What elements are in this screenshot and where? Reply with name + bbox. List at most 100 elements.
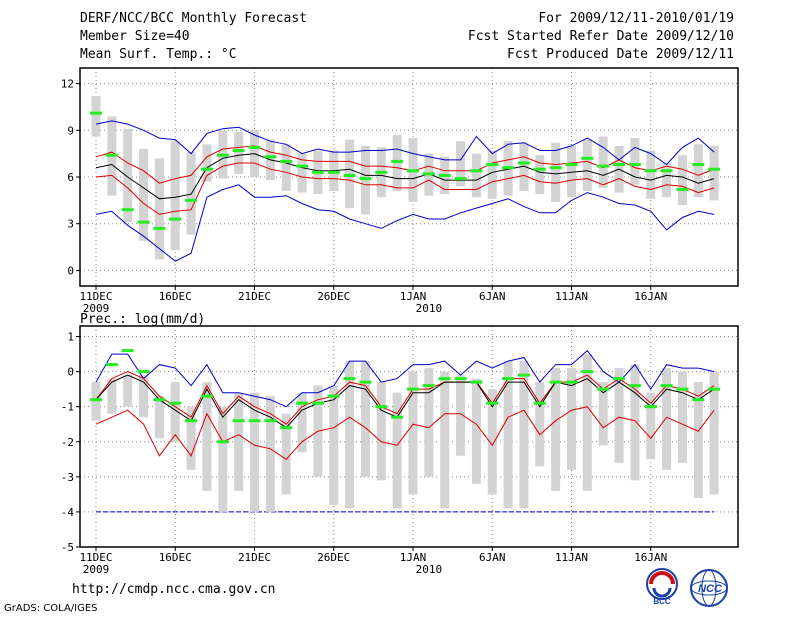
x-year-label: 2009: [83, 302, 110, 315]
ncc-logo: NCC: [686, 568, 732, 612]
ensemble-box: [487, 150, 497, 199]
ensemble-box: [329, 385, 339, 505]
observed-marker: [327, 170, 340, 174]
upper-spread-line: [95, 145, 715, 184]
ensemble-box: [123, 375, 133, 407]
ensemble-box: [360, 145, 370, 215]
observed-marker: [628, 384, 641, 388]
ensemble-box: [693, 144, 703, 198]
forecast-period: For 2009/12/11-2010/01/19: [538, 11, 734, 26]
observed-marker: [327, 394, 340, 398]
x-tick-label: 16JAN: [634, 551, 667, 564]
observed-marker: [628, 163, 641, 167]
bcc-logo: BCC: [642, 566, 682, 610]
ensemble-box: [551, 142, 561, 202]
observed-marker: [264, 155, 277, 159]
observed-marker: [296, 164, 309, 168]
observed-marker: [248, 145, 261, 149]
observed-marker: [549, 166, 562, 170]
ensemble-box: [170, 141, 180, 251]
observed-marker: [613, 163, 626, 167]
x-tick-label: 16JAN: [634, 290, 667, 303]
observed-marker: [137, 220, 150, 224]
y-tick-label: 6: [67, 171, 74, 184]
observed-marker: [121, 208, 134, 212]
ensemble-box: [519, 361, 529, 509]
observed-marker: [660, 384, 673, 388]
observed-marker: [407, 169, 419, 173]
ensemble-box: [503, 361, 513, 509]
observed-marker: [438, 173, 451, 177]
grads-credit: GrADS: COLA/IGES: [4, 603, 98, 614]
observed-marker: [90, 398, 102, 402]
y-tick-label: -2: [61, 436, 74, 449]
y-tick-label: -4: [61, 506, 75, 519]
ensemble-box: [677, 371, 687, 463]
ensemble-box: [582, 139, 592, 192]
precipitation-panel: -5 -4 -3 -2 -1 0 1 11DEC 16DEC 21DEC 26DEC 1JAN 6JAN…: [61, 325, 739, 576]
plot-frame: [79, 325, 739, 548]
x-tick-label: 16DEC: [159, 551, 192, 564]
x-tick-label: 11DEC: [79, 551, 112, 564]
observed-marker: [407, 387, 419, 391]
x-tick-label: 11JAN: [555, 290, 588, 303]
ensemble-box: [107, 378, 117, 414]
ensemble-box: [345, 139, 355, 209]
observed-marker: [375, 405, 388, 409]
observed-marker: [359, 380, 372, 384]
observed-marker: [644, 405, 657, 409]
y-tick-label: -5: [61, 541, 74, 554]
observed-marker: [264, 419, 277, 423]
x-tick-label: 26DEC: [317, 290, 350, 303]
ensemble-box: [139, 148, 149, 241]
observed-marker: [105, 363, 118, 367]
max-envelope-line: [95, 120, 715, 166]
max-envelope-line: [95, 349, 715, 408]
ensemble-box: [646, 150, 656, 199]
ensemble-box: [440, 371, 450, 509]
y-tick-label: -3: [61, 471, 74, 484]
x-tick-label: 1JAN: [400, 551, 427, 564]
ensemble-box: [662, 162, 672, 198]
observed-marker: [533, 167, 546, 171]
observed-marker: [153, 226, 166, 230]
observed-marker: [121, 349, 134, 353]
ensemble-box: [408, 371, 418, 495]
ensemble-box: [392, 392, 402, 509]
observed-marker: [454, 377, 467, 381]
precip-panel-title: Prec.: log(mm/d): [80, 312, 205, 327]
x-tick-label: 6JAN: [479, 290, 506, 303]
observed-marker: [185, 198, 198, 202]
ensemble-box: [392, 134, 402, 192]
x-tick-label: 21DEC: [238, 551, 271, 564]
observed-marker: [486, 163, 499, 167]
x-tick-label: 1JAN: [400, 290, 427, 303]
source-url[interactable]: http://cmdp.ncc.cma.gov.cn: [72, 582, 276, 597]
x-year-label: 2010: [416, 302, 443, 315]
ensemble-box: [250, 392, 259, 512]
observed-marker: [296, 401, 309, 405]
ensemble-box: [376, 382, 386, 481]
observed-marker: [137, 370, 150, 374]
lower-spread-line: [95, 162, 715, 215]
ensemble-box: [123, 128, 133, 223]
observed-marker: [375, 170, 388, 174]
ensemble-box: [234, 392, 244, 491]
ensemble-box: [598, 382, 608, 446]
ensemble-box: [693, 382, 703, 498]
ensemble-box: [582, 354, 592, 491]
x-tick-label: 11DEC: [79, 290, 112, 303]
observed-marker: [391, 159, 404, 163]
forecast-start-date: Fcst Started Refer Date 2009/12/10: [467, 29, 734, 44]
ensemble-box: [297, 392, 307, 453]
observed-marker: [200, 167, 213, 171]
ensemble-box: [202, 382, 212, 491]
ensemble-box: [281, 144, 291, 192]
observed-marker: [248, 419, 261, 423]
observed-marker: [708, 387, 721, 391]
ensemble-box: [630, 364, 640, 481]
ensemble-box: [519, 142, 529, 192]
observed-marker: [565, 163, 578, 167]
observed-marker: [581, 370, 594, 374]
chart-title: DERF/NCC/BCC Monthly Forecast: [80, 11, 307, 26]
